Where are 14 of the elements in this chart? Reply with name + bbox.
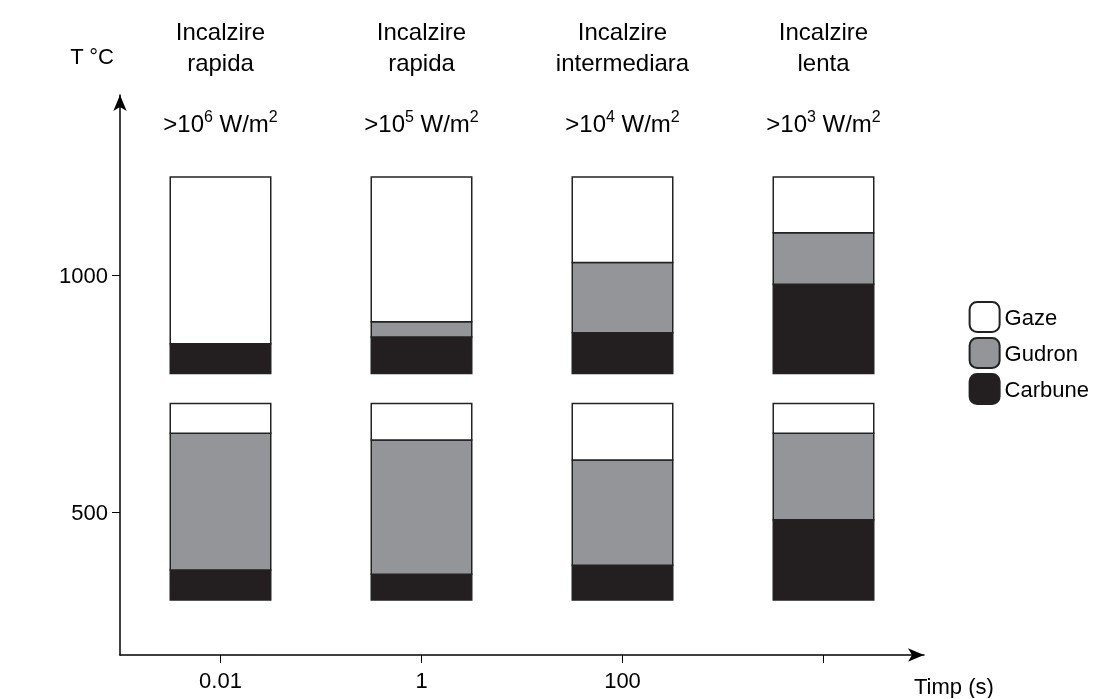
text: Incalzire rapida xyxy=(175,18,266,76)
x-tick-label: 1 xyxy=(415,667,428,693)
text: Incalzire rapida xyxy=(376,18,467,76)
x-tick-label: 100 xyxy=(604,667,641,693)
x-axis-title: Timp (s) xyxy=(914,673,994,699)
legend-label: Gudron xyxy=(1004,340,1078,366)
y-tick-label: 500 xyxy=(71,500,108,526)
x-tick-label: 0.01 xyxy=(199,667,242,693)
legend-label: Carbune xyxy=(1004,376,1089,402)
y-axis-title: T °C xyxy=(70,43,115,69)
text: Incalzire lenta xyxy=(778,18,869,76)
text: Incalzire intermediara xyxy=(555,18,690,76)
y-tick-label: 1000 xyxy=(59,262,108,288)
legend-label: Gaze xyxy=(1004,304,1058,330)
